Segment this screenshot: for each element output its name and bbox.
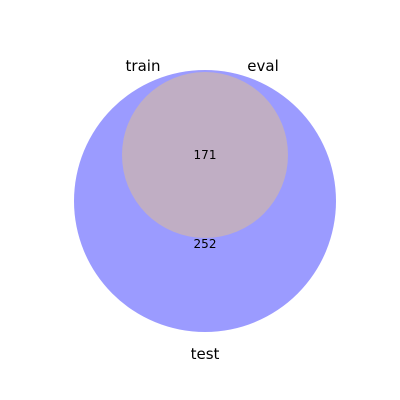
- set-label-train: train: [126, 57, 161, 75]
- set-label-test: test: [191, 345, 220, 363]
- count-train-eval-test: 171: [194, 148, 217, 162]
- train-eval-test-overlap-circle: [122, 72, 288, 238]
- set-label-eval: eval: [247, 57, 278, 75]
- count-test-only: 252: [194, 237, 217, 251]
